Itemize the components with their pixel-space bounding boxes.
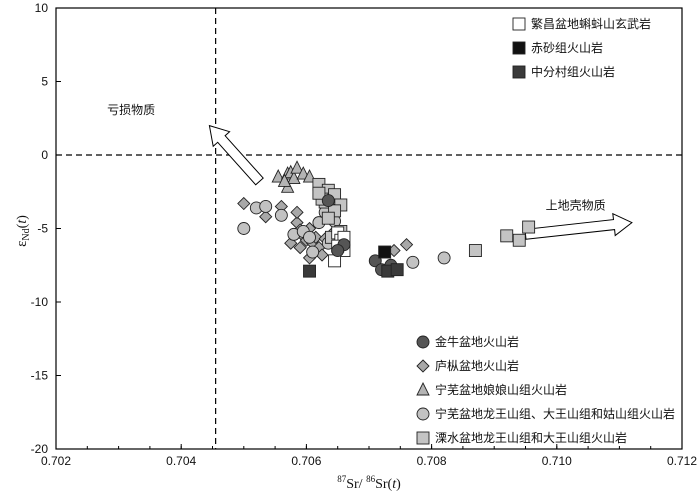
data-point-circle [303,230,316,244]
legend-top-marker [512,17,526,31]
data-point-square [468,244,482,258]
data-point-triangle [277,173,292,187]
data-point-circle [306,245,320,259]
legend-bottom: 金牛盆地火山岩庐枞盆地火山岩宁芜盆地娘娘山组火山岩宁芜盆地龙王山组、大王山组和姑… [416,334,675,445]
data-point-diamond [259,210,273,224]
reference-lines [56,8,682,449]
data-point-square [378,245,392,259]
y-tick-label: -20 [31,442,49,456]
annotation-arrow-1 [208,124,264,186]
tick-labels: 0.702 0.704 0.706 0.708 0.710 0.712 10 5 0 -5 -10 -… [31,1,698,468]
data-point-circle [406,255,420,269]
data-point-triangle [290,160,304,174]
x-axis-label-sup1: 87 [337,474,347,484]
y-tick-label: 0 [41,148,48,162]
data-point-triangle [287,170,301,184]
legend-bottom-marker [416,335,430,349]
x-axis-label-a: Sr/ [346,477,366,492]
legend-top-label: 中分村组火山岩 [531,64,615,79]
y-axis-label-sub: Nd [21,228,32,240]
data-point-circle [259,199,273,213]
data-point-diamond [399,238,414,252]
data-point-diamond [290,205,304,219]
legend-top-marker [512,65,526,79]
legend-top-label: 赤砂组火山岩 [531,40,603,55]
data-point-diamond [293,240,307,255]
annotation-arrow-2 [524,212,633,240]
y-axis-label-close: ) [15,215,30,220]
x-tick-label: 0.710 [542,454,572,468]
data-point-square [500,229,514,243]
x-tick-label: 0.706 [291,454,321,468]
data-point-diamond [237,196,251,211]
legend-bottom-marker [416,359,430,373]
y-axis-label-open: ( [15,223,30,228]
y-axis-label: εNd(t) [14,215,32,247]
x-tick-label: 0.712 [667,454,697,468]
y-tick-label: -5 [37,222,48,236]
x-axis-label-sup2: 86 [366,474,376,484]
axis-ticks [55,7,683,450]
y-tick-label: 5 [41,75,48,89]
data-point-square [312,186,326,200]
data-point-square [321,211,335,225]
data-points [237,160,536,278]
x-axis-label: 87Sr/ 86Sr(t) [337,474,401,492]
data-point-circle [321,194,335,208]
x-axis-label-b: Sr( [375,477,392,492]
data-point-circle [331,244,345,258]
annotation-label-2: 上地壳物质 [546,198,606,212]
data-point-square [390,263,404,277]
data-point-square [303,264,316,278]
data-point-square [512,233,526,247]
legend-bottom-label: 庐枞盆地火山岩 [435,358,519,373]
y-tick-label: 10 [35,1,49,15]
data-point-circle [274,208,288,222]
data-point-circle [237,222,251,235]
annotation-label-1: 亏损物质 [107,103,155,117]
legend-bottom-marker [416,407,430,421]
legend-top-label: 繁昌盆地蝌蚪山玄武岩 [531,16,651,31]
legend-bottom-label: 金牛盆地火山岩 [435,334,519,349]
data-point-square [522,220,536,234]
x-tick-label: 0.708 [417,454,447,468]
legend-bottom-marker [416,381,430,396]
y-axis-label-eps: ε [14,241,30,247]
legend-bottom-marker [416,431,430,445]
legend-bottom-label: 宁芜盆地娘娘山组火山岩 [435,382,567,397]
y-axis-label-t: t [15,219,30,224]
y-tick-label: -15 [31,369,49,383]
x-axis-label-c: ) [396,477,401,492]
x-tick-label: 0.702 [41,454,71,468]
y-tick-label: -10 [31,295,49,309]
x-tick-label: 0.704 [166,454,196,468]
legend-bottom-label: 溧水盆地龙王山组和大王山组火山岩 [435,430,627,445]
x-axis-label-t: t [392,477,397,492]
data-point-circle [437,251,451,265]
legend-bottom-label: 宁芜盆地龙王山组、大王山组和姑山组火山岩 [435,406,675,421]
legend-top-marker [512,41,526,55]
